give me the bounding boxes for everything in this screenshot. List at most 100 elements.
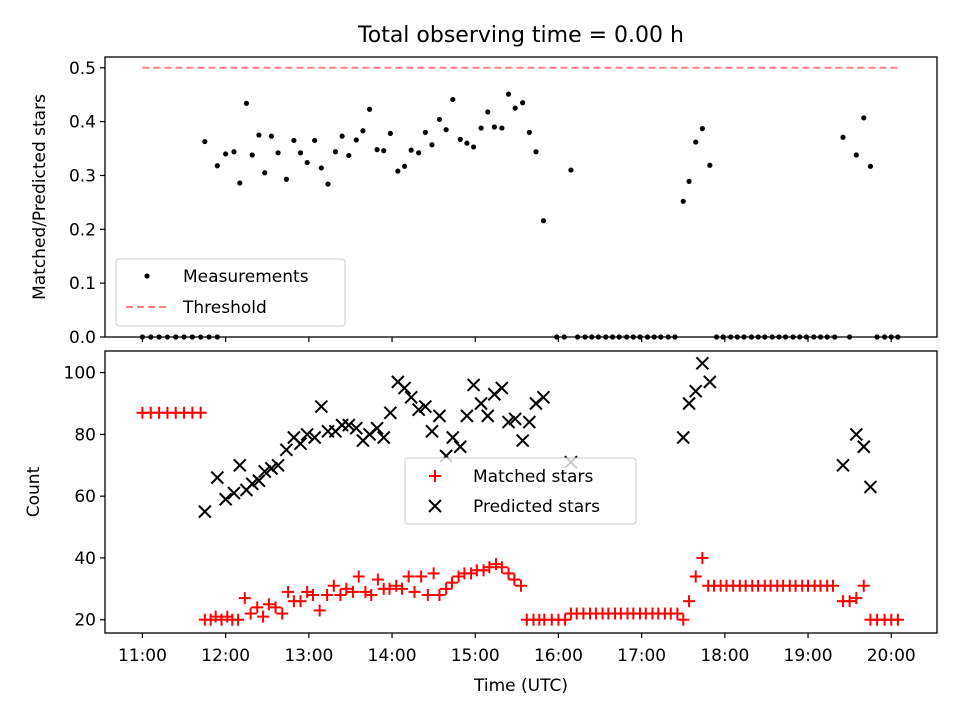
predicted-point [695, 356, 710, 371]
predicted-point [383, 406, 398, 420]
predicted-point [279, 443, 294, 457]
top-chart-title: Total observing time = 0.00 h [357, 23, 684, 48]
matched-point [483, 561, 496, 574]
bottom-x-tick-label: 16:00 [534, 646, 583, 666]
predicted-point [460, 409, 474, 423]
measurement-point [291, 137, 297, 144]
predicted-point [689, 384, 703, 398]
measurement-point [533, 149, 539, 155]
measurement-point [699, 126, 705, 132]
measurement-point [686, 178, 692, 184]
matched-point [490, 558, 503, 571]
matched-point [465, 567, 478, 580]
bottom-x-tick-label: 20:00 [867, 646, 916, 666]
matched-point [334, 589, 347, 602]
predicted-point [466, 378, 481, 392]
measurement-point [457, 136, 463, 142]
matched-point [891, 613, 904, 626]
legend-measurements-marker [144, 273, 150, 279]
measurement-point [346, 152, 352, 159]
measurement-point [485, 109, 491, 115]
measurement-point [867, 163, 874, 169]
predicted-point [676, 430, 690, 445]
matched-point [408, 585, 421, 598]
matched-point [427, 567, 440, 580]
measurement-point [436, 116, 443, 123]
measurement-point [387, 130, 393, 137]
matched-point [313, 604, 326, 617]
matched-point [396, 582, 409, 595]
measurement-point [366, 106, 373, 112]
bottom-x-tick-label: 15:00 [451, 646, 500, 666]
measurement-point [249, 152, 255, 158]
measurement-point [275, 150, 281, 156]
measurement-point [312, 137, 318, 144]
measurement-point [202, 138, 208, 145]
predicted-point [515, 433, 530, 448]
matched-point [371, 573, 384, 586]
top-y-tick-label: 0.5 [69, 59, 96, 79]
predicted-point [425, 424, 439, 439]
measurement-point [214, 163, 220, 169]
predicted-point [682, 396, 696, 411]
measurement-point [707, 162, 713, 168]
measurement-point [540, 218, 547, 224]
predicted-point [857, 440, 871, 454]
matched-point [452, 570, 465, 583]
matched-point [671, 607, 684, 620]
measurement-point [499, 125, 505, 131]
measurement-point [381, 148, 387, 154]
predicted-point [481, 409, 495, 423]
bottom-x-tick-label: 14:00 [368, 646, 417, 666]
matched-point [850, 592, 863, 605]
matched-point [390, 579, 403, 592]
measurement-point [853, 152, 859, 158]
measurement-point [353, 137, 359, 143]
matched-point [215, 613, 228, 626]
measurement-point [297, 150, 304, 156]
measurement-point [374, 147, 380, 153]
predicted-point [245, 477, 259, 491]
measurement-point [332, 149, 339, 155]
measurement-point [268, 133, 274, 139]
predicted-point [501, 415, 516, 429]
predicted-point [252, 474, 266, 488]
predicted-point [404, 390, 418, 405]
measurement-point [408, 147, 414, 153]
bottom-axes-frame [104, 350, 938, 634]
measurement-point [429, 142, 435, 148]
measurement-point [223, 151, 229, 157]
measurement-point [237, 180, 243, 186]
predicted-point [218, 492, 233, 506]
matched-point [508, 573, 521, 586]
measurement-point [318, 165, 324, 171]
predicted-point [508, 412, 522, 426]
matched-point [269, 601, 282, 614]
bottom-y-tick-label: 20 [74, 611, 96, 631]
measurement-point [339, 133, 345, 139]
top-y-tick-label: 0.4 [69, 113, 96, 133]
top-y-tick-label: 0.0 [69, 328, 96, 348]
predicted-point [314, 399, 329, 414]
top-plot-area [139, 66, 901, 340]
top-y-tick-label: 0.2 [69, 220, 96, 240]
matched-point [238, 592, 251, 605]
matched-point [282, 585, 295, 598]
predicted-point [849, 427, 864, 442]
bottom-x-tick-label: 18:00 [700, 646, 749, 666]
matched-point [440, 582, 453, 595]
matched-point [689, 570, 702, 583]
matched-point [843, 595, 856, 608]
bottom-y-axis-label: Count [24, 466, 44, 517]
measurement-point [422, 129, 428, 135]
bottom-x-tick-label: 19:00 [784, 646, 833, 666]
bottom-y-tick-label: 80 [74, 425, 96, 445]
matched-point [365, 589, 378, 602]
predicted-point [370, 421, 384, 435]
measurement-point [304, 159, 310, 166]
matched-point [683, 595, 696, 608]
measurement-point [262, 170, 268, 176]
bottom-y-tick-label: 60 [74, 487, 96, 507]
matched-point [857, 579, 870, 592]
